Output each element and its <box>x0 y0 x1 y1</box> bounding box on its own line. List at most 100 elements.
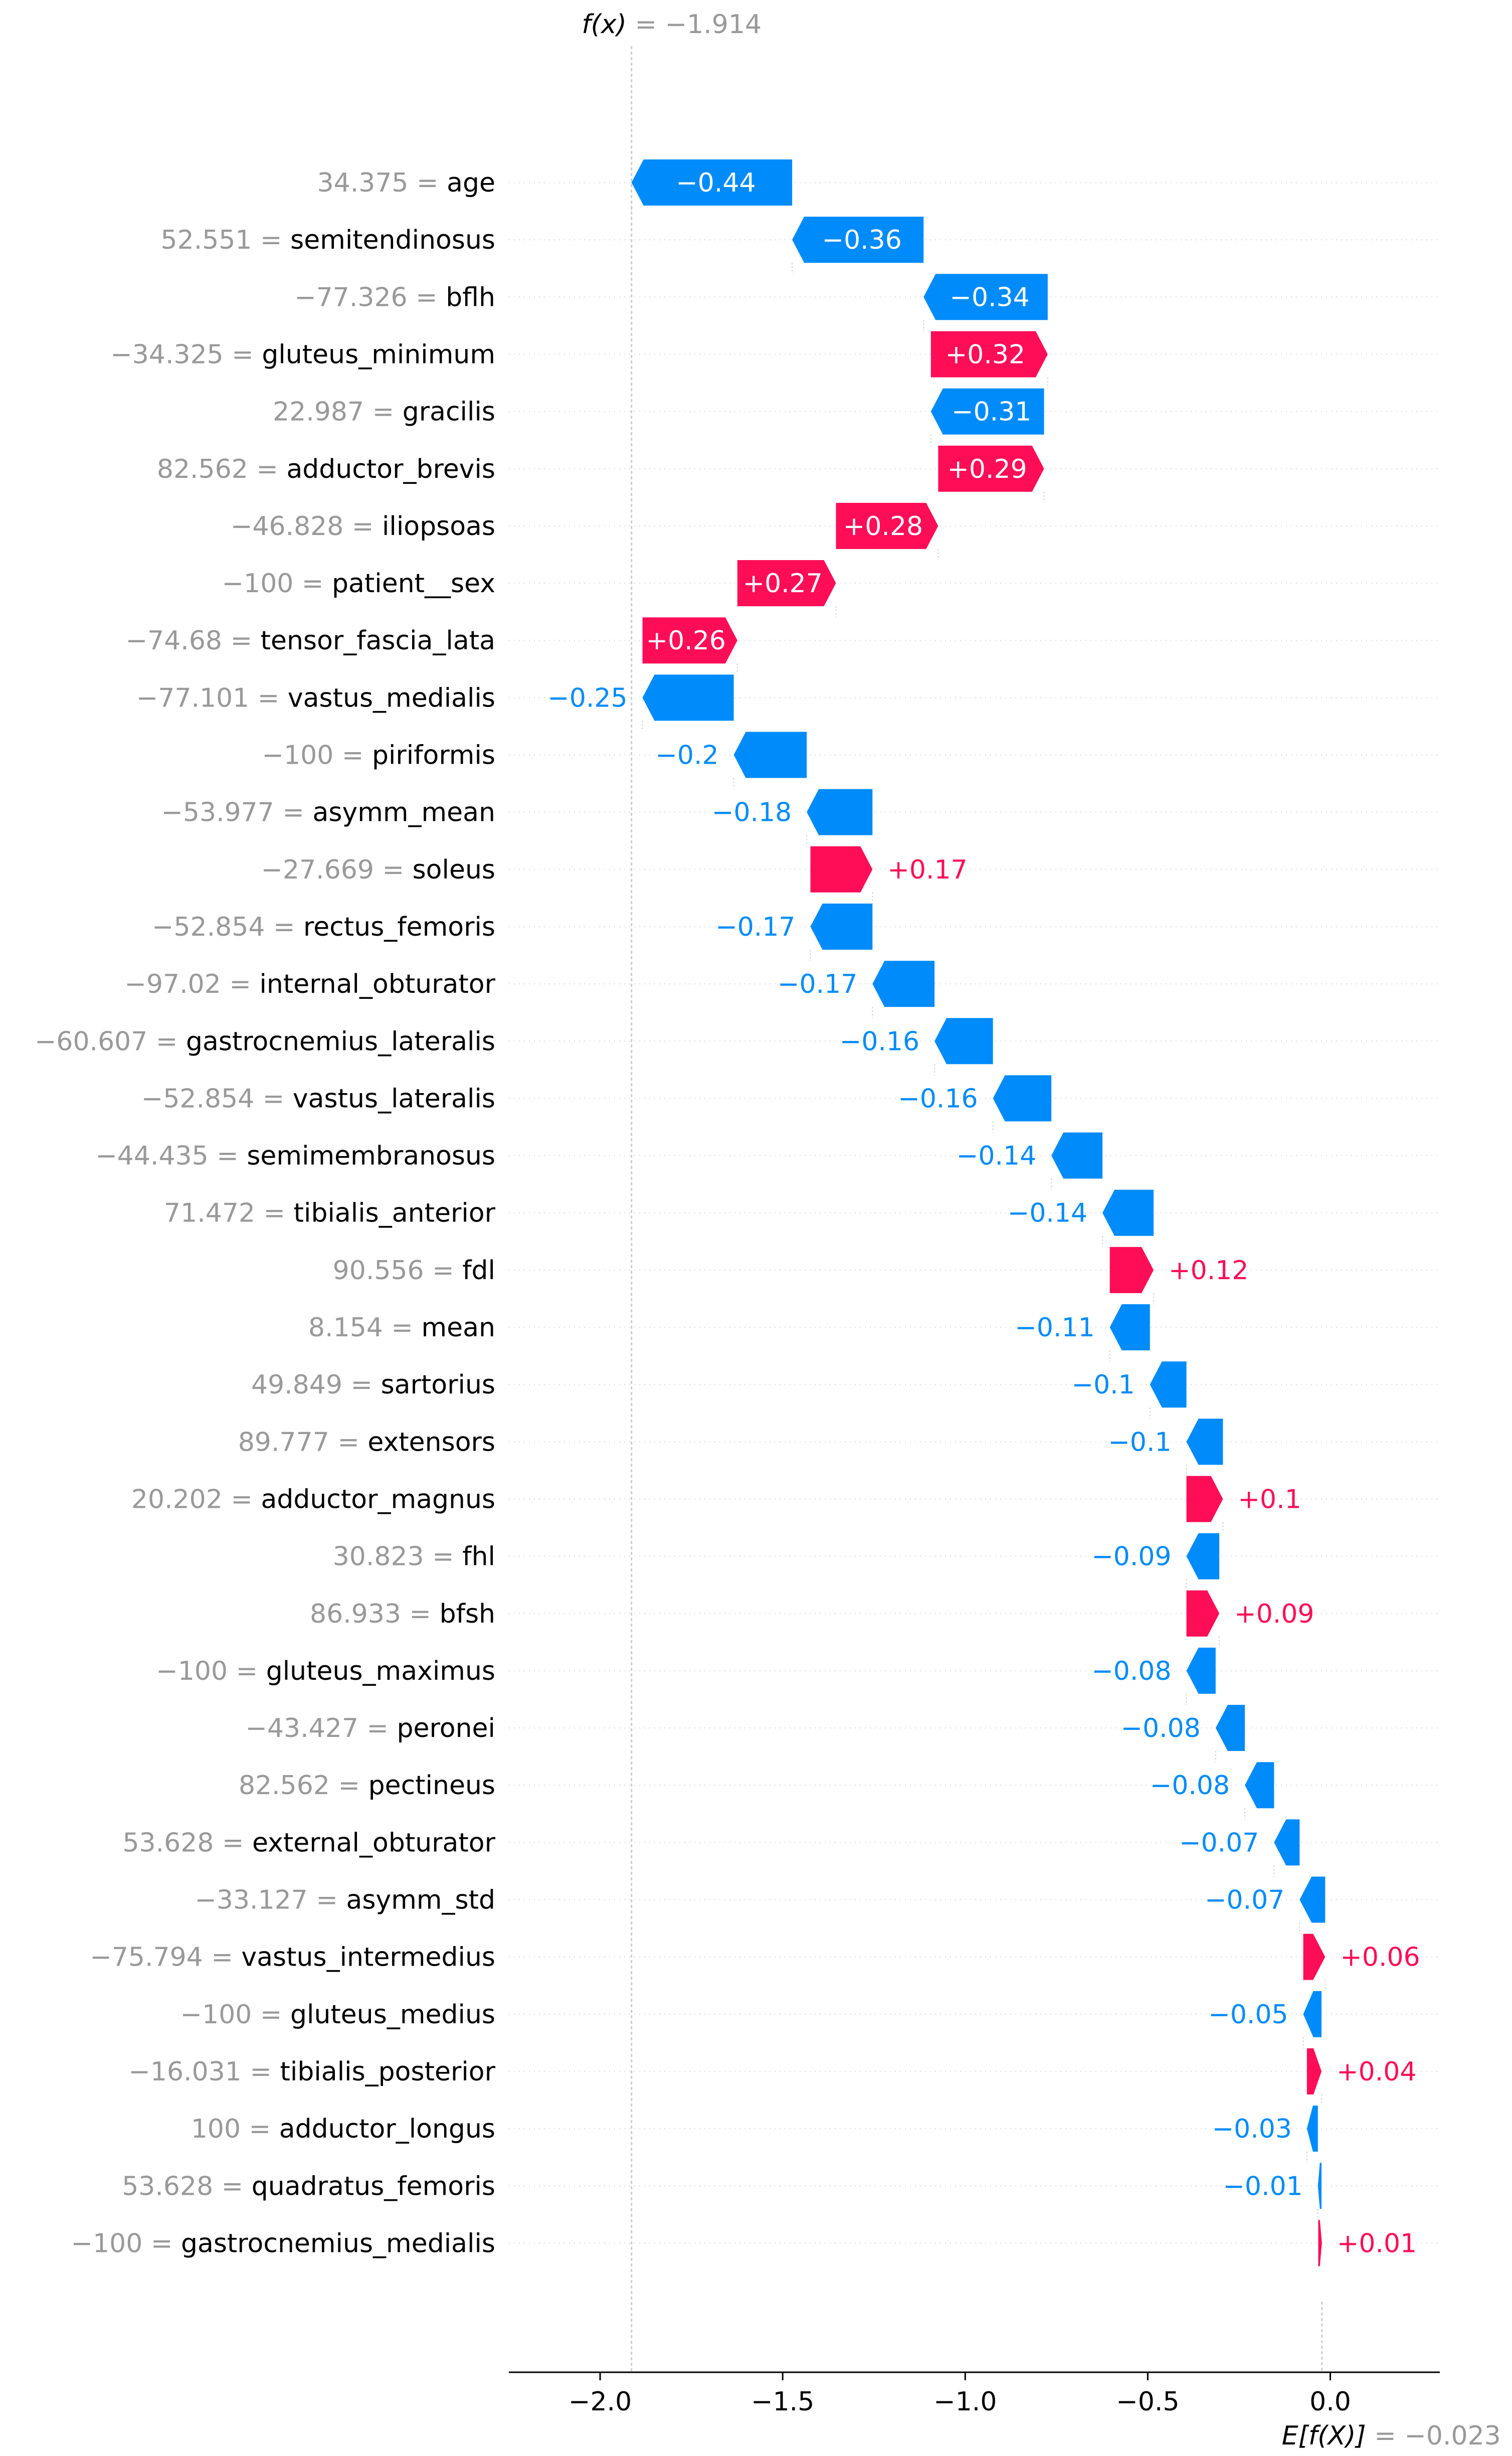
feature-label: −43.427 = peronei <box>245 1713 495 1743</box>
feature-value: −34.325 = <box>110 339 262 370</box>
feature-name: internal_obturator <box>259 969 495 999</box>
feature-label: 49.849 = sartorius <box>251 1370 495 1400</box>
feature-label: 100 = adductor_longus <box>191 2114 495 2144</box>
feature-label: −100 = gluteus_medius <box>180 2000 495 2030</box>
negative-bar <box>1109 1304 1150 1350</box>
feature-value: 49.849 = <box>251 1370 381 1400</box>
feature-value: 34.375 = <box>317 168 447 198</box>
negative-bar <box>1245 1762 1274 1809</box>
feature-value: −77.326 = <box>294 282 446 312</box>
feature-name: vastus_medialis <box>288 683 495 713</box>
feature-label: −100 = piriformis <box>262 741 495 771</box>
bar-value-label: −0.44 <box>676 168 755 198</box>
feature-label: −52.854 = vastus_lateralis <box>141 1084 495 1114</box>
feature-name: peronei <box>397 1713 495 1743</box>
feature-name: adductor_brevis <box>286 454 495 484</box>
feature-label: −97.02 = internal_obturator <box>124 969 495 999</box>
feature-label: 30.823 = fhl <box>333 1542 495 1572</box>
negative-bar <box>631 159 793 206</box>
feature-name: soleus <box>413 855 495 885</box>
feature-label: 52.551 = semitendinosus <box>161 225 495 255</box>
feature-name: tensor_fascia_lata <box>261 626 495 656</box>
bar-value-label: −0.1 <box>1108 1427 1171 1457</box>
feature-value: 52.551 = <box>161 225 291 255</box>
positive-bar <box>1186 1590 1220 1637</box>
feature-name: gluteus_minimum <box>262 339 495 370</box>
feature-name: quadratus_femoris <box>252 2171 495 2201</box>
feature-value: 82.562 = <box>157 454 287 484</box>
bar-value-label: −0.25 <box>547 683 627 713</box>
feature-value: 53.628 = <box>122 1828 252 1858</box>
feature-label: 22.987 = gracilis <box>273 397 495 427</box>
feature-value: 20.202 = <box>131 1484 261 1514</box>
feature-label: −75.794 = vastus_intermedius <box>90 1943 495 1973</box>
feature-value: −33.127 = <box>195 1885 346 1915</box>
feature-name: asymm_std <box>346 1885 495 1915</box>
feature-value: −100 = <box>71 2228 181 2258</box>
feature-name: bfsh <box>440 1599 495 1629</box>
feature-name: patient__sex <box>332 569 495 599</box>
feature-label: 8.154 = mean <box>308 1313 495 1343</box>
feature-value: −44.435 = <box>95 1141 247 1171</box>
positive-bar <box>930 331 1048 378</box>
bar-value-label: +0.06 <box>1340 1943 1420 1973</box>
feature-name: gastrocnemius_medialis <box>181 2228 495 2258</box>
feature-value: 22.987 = <box>273 397 403 427</box>
feature-name: vastus_intermedius <box>241 1943 495 1973</box>
ex-label-value: = −0.023 <box>1366 2421 1501 2451</box>
bar-value-label: −0.09 <box>1091 1542 1171 1572</box>
feature-label: 34.375 = age <box>317 168 495 198</box>
bar-value-label: +0.28 <box>843 511 923 542</box>
feature-value: −100 = <box>180 2000 290 2030</box>
feature-label: −52.854 = rectus_femoris <box>152 912 495 942</box>
feature-name: extensors <box>367 1427 495 1457</box>
feature-label: −77.326 = bflh <box>294 282 495 312</box>
feature-name: age <box>447 168 495 198</box>
bar-value-label: +0.04 <box>1337 2057 1416 2087</box>
negative-bar <box>1150 1361 1187 1408</box>
feature-value: 89.777 = <box>238 1427 368 1457</box>
feature-label: −100 = gastrocnemius_medialis <box>71 2228 496 2258</box>
positive-bar <box>1186 1476 1223 1522</box>
bar-value-label: +0.01 <box>1337 2228 1417 2258</box>
bar-value-label: +0.29 <box>947 454 1027 484</box>
feature-name: semimembranosus <box>247 1141 495 1171</box>
x-tick-label: 0.0 <box>1309 2387 1351 2417</box>
feature-value: 53.628 = <box>122 2171 252 2201</box>
bar-value-label: +0.17 <box>887 855 967 885</box>
feature-value: 82.562 = <box>239 1771 368 1801</box>
positive-bar <box>938 445 1044 492</box>
feature-name: gracilis <box>403 397 495 427</box>
feature-label: −27.669 = soleus <box>261 855 495 885</box>
feature-label: 90.556 = fdl <box>333 1256 495 1286</box>
negative-bar <box>1102 1189 1154 1236</box>
positive-bar <box>836 502 938 549</box>
feature-value: 71.472 = <box>164 1198 294 1229</box>
fx-label: f(x) = −1.914 <box>582 10 762 40</box>
feature-value: −100 = <box>156 1656 266 1686</box>
feature-label: 20.202 = adductor_magnus <box>131 1484 495 1514</box>
feature-label: 82.562 = pectineus <box>239 1771 495 1801</box>
negative-bar <box>1303 1991 1322 2037</box>
feature-label: −44.435 = semimembranosus <box>95 1141 495 1171</box>
feature-label: −77.101 = vastus_medialis <box>136 683 495 713</box>
bar-value-label: −0.07 <box>1205 1885 1284 1915</box>
feature-name: mean <box>422 1313 495 1343</box>
bar-value-label: −0.34 <box>950 282 1029 312</box>
positive-bar <box>810 846 873 893</box>
x-axis: −2.0 −1.5 −1.0 −0.5 0.0 <box>509 2371 1440 2417</box>
fx-label-value: = −1.914 <box>627 10 762 40</box>
feature-value: −100 = <box>262 741 371 771</box>
bar-value-label: −0.17 <box>778 969 857 999</box>
bar-value-label: −0.14 <box>1008 1198 1087 1229</box>
feature-name: gastrocnemius_lateralis <box>186 1026 495 1057</box>
bar-value-label: −0.14 <box>957 1141 1036 1171</box>
feature-label: −53.977 = asymm_mean <box>161 798 495 828</box>
negative-bar <box>1274 1819 1300 1866</box>
feature-labels: 34.375 = age 52.551 = semitendinosus −77.3… <box>35 168 496 2258</box>
negative-bar <box>1299 1876 1326 1923</box>
feature-value: −16.031 = <box>128 2057 280 2087</box>
negative-bar <box>792 217 924 263</box>
feature-label: −74.68 = tensor_fascia_lata <box>126 626 495 656</box>
